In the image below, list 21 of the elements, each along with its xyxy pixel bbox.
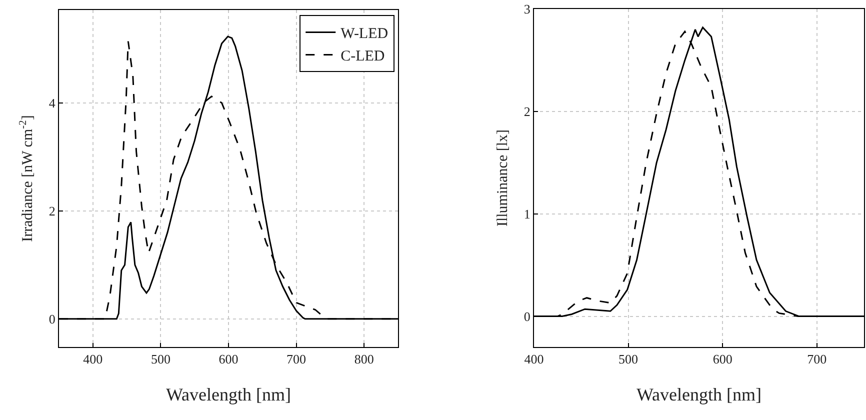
x-axis-title: Wavelength [nm] [636, 384, 762, 405]
y-tick-label: 4 [48, 95, 56, 110]
y-tick-label: 1 [524, 206, 530, 222]
x-tick-label: 400 [524, 352, 544, 367]
x-tick-label: 700 [807, 352, 827, 367]
legend-label: C-LED [340, 48, 385, 65]
x-tick-label: 700 [286, 352, 306, 367]
x-tick-label: 600 [218, 352, 238, 367]
y-tick-label: 0 [48, 311, 56, 326]
x-tick-label: 500 [618, 352, 638, 367]
y-tick-label: 0 [524, 308, 530, 324]
y-tick-label: 2 [524, 104, 530, 119]
y-axis-title: Illuminance [lx] [495, 129, 512, 227]
x-tick-label: 600 [712, 352, 732, 367]
y-tick-label: 3 [524, 2, 530, 17]
legend-label: W-LED [340, 26, 388, 42]
x-axis-title: Wavelength [nm] [166, 384, 292, 405]
x-tick-label: 800 [354, 352, 374, 367]
x-tick-label: 500 [150, 352, 170, 367]
x-tick-label: 400 [83, 352, 103, 367]
y-tick-label: 2 [48, 203, 56, 218]
